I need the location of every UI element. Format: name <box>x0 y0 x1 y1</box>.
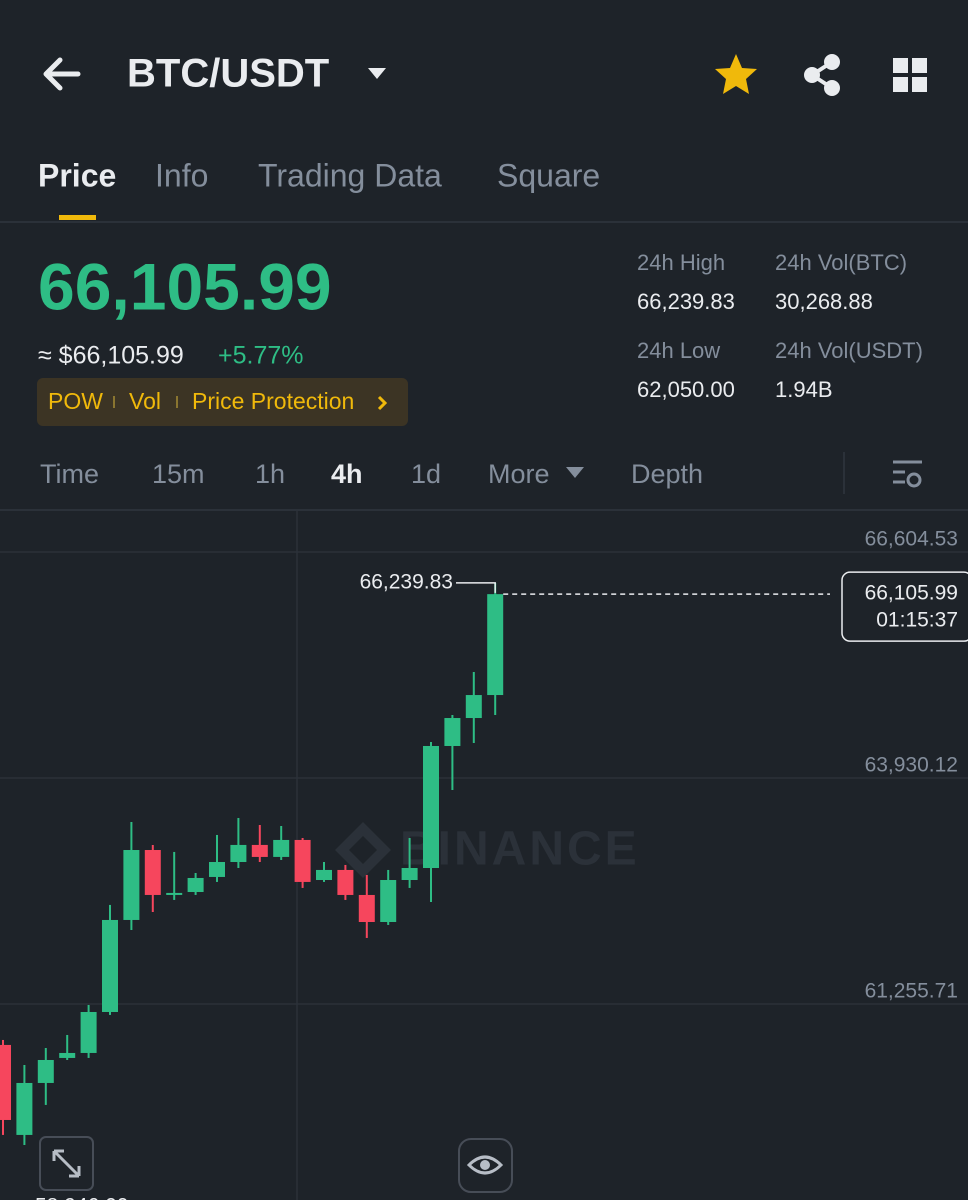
last-price: 66,105.99 <box>38 249 332 323</box>
pair-dropdown[interactable] <box>368 68 386 79</box>
high-marker-line <box>456 582 496 593</box>
candle-body <box>16 1082 33 1135</box>
chevron <box>377 395 388 411</box>
candle-body <box>423 745 439 869</box>
usd-price: ≈ $66,105.99 <box>38 342 184 370</box>
interval-tab[interactable]: 15m <box>152 459 205 489</box>
share-button[interactable] <box>804 54 840 96</box>
stat-label: 24h Low <box>637 338 720 363</box>
candle-body <box>358 894 375 923</box>
interval-tab[interactable]: 1h <box>255 459 285 489</box>
favorite-star[interactable] <box>715 54 757 94</box>
high-marker-label: 66,239.83 <box>360 570 453 593</box>
y-tick-label: 63,930.12 <box>865 754 958 777</box>
candle-body <box>37 1059 54 1083</box>
candle-body <box>209 862 225 877</box>
candlestick-chart: BINANCE 66,604.53 63,930.12 61,255.71 66,239… <box>0 511 968 1200</box>
last-price-label: 66,105.99 <box>865 582 958 605</box>
tab[interactable]: Trading Data <box>258 157 442 193</box>
stat-label: 24h Vol(BTC) <box>775 250 907 275</box>
candle-body <box>465 695 482 719</box>
candle-body <box>123 850 140 920</box>
candle-body <box>380 880 397 923</box>
tag: Price Protection <box>192 388 354 414</box>
candle-body <box>166 892 183 895</box>
tag: Vol <box>129 388 161 414</box>
active-tab-indicator <box>59 215 96 220</box>
watermark-logo <box>335 822 391 878</box>
candle-body <box>59 1052 76 1058</box>
candle-body <box>487 594 504 696</box>
price-change: +5.77% <box>218 342 304 370</box>
candle-body <box>144 850 161 895</box>
candle-body <box>230 844 247 863</box>
interval-tab[interactable]: Time <box>40 459 99 489</box>
stat-value: 62,050.00 <box>637 377 735 402</box>
stat-value: 66,239.83 <box>637 289 735 314</box>
candle-body <box>401 868 418 881</box>
stat-value: 30,268.88 <box>775 289 873 314</box>
interval-tab[interactable]: 4h <box>331 459 363 489</box>
more-dropdown[interactable] <box>566 467 584 478</box>
last-price-box <box>841 571 968 642</box>
y-tick-label: 66,604.53 <box>865 528 958 551</box>
chart-settings-button[interactable] <box>893 460 922 488</box>
low-marker-label: 58,946.00 <box>35 1195 128 1200</box>
visibility-button[interactable] <box>458 1138 513 1193</box>
interval-tab[interactable]: More <box>488 459 550 489</box>
watermark: BINANCE <box>400 823 640 876</box>
countdown: 01:15:37 <box>876 609 958 632</box>
candle-body <box>0 1044 11 1120</box>
candle-body <box>316 869 332 881</box>
candle-body <box>273 839 290 857</box>
layout-button[interactable] <box>893 58 927 92</box>
y-tick-label: 61,255.71 <box>865 980 958 1003</box>
tab[interactable]: Square <box>497 157 600 193</box>
tag-bar[interactable] <box>37 378 408 426</box>
candle-body <box>102 919 118 1012</box>
stat-label: 24h High <box>637 250 725 275</box>
candle-body <box>444 718 461 746</box>
candle-body <box>294 839 311 882</box>
stat-label: 24h Vol(USDT) <box>775 338 923 363</box>
tab[interactable]: Price <box>38 157 116 193</box>
back-button[interactable] <box>43 57 81 91</box>
interval-tab[interactable]: 1d <box>411 459 441 489</box>
pair-title[interactable]: BTC/USDT <box>127 52 329 96</box>
tag: POW <box>48 388 103 414</box>
stat-value: 1.94B <box>775 377 833 402</box>
candle-body <box>187 877 204 893</box>
candle-body <box>251 844 268 857</box>
interval-tab[interactable]: Depth <box>631 459 703 489</box>
tab[interactable]: Info <box>155 157 208 193</box>
candle-body <box>80 1011 97 1053</box>
expand-button[interactable] <box>39 1136 94 1191</box>
candle-body <box>337 869 354 895</box>
